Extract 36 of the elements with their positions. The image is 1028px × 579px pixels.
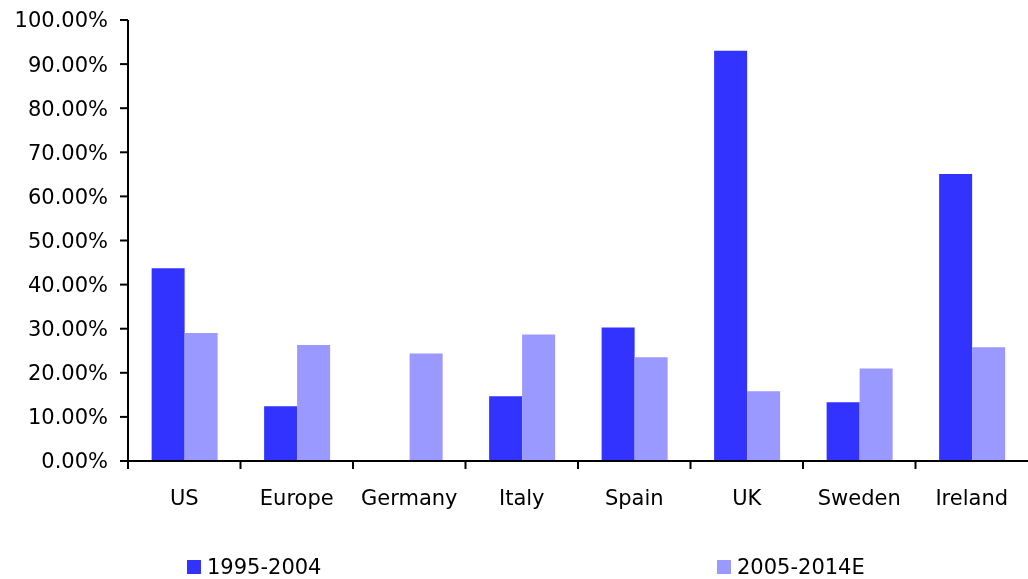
y-tick-label: 90.00% [27, 52, 108, 77]
y-tick-label: 20.00% [27, 361, 108, 386]
x-tick-label: Sweden [817, 486, 901, 510]
bar [826, 402, 860, 461]
y-tick-label: 40.00% [27, 273, 108, 298]
x-tick-label: US [169, 486, 199, 510]
x-tick-label: Europe [259, 486, 334, 510]
y-tick-label: 50.00% [27, 228, 108, 253]
y-tick-label: 100.00% [14, 8, 108, 33]
bar [747, 391, 781, 461]
bar [151, 268, 185, 461]
bar [634, 357, 668, 461]
bar [939, 173, 973, 461]
y-tick-label: 10.00% [27, 405, 108, 430]
bar [409, 353, 443, 461]
x-tick-label: Spain [604, 486, 664, 510]
legend-label: 1995-2004 [207, 555, 322, 579]
x-tick-label: UK [732, 486, 763, 510]
bar [264, 406, 298, 461]
bar [972, 347, 1006, 461]
y-tick-label: 0.00% [41, 449, 108, 474]
y-tick-label: 70.00% [27, 140, 108, 165]
y-tick-label: 60.00% [27, 184, 108, 209]
bar [601, 327, 635, 461]
y-tick-label: 80.00% [27, 96, 108, 121]
x-tick-label: Ireland [935, 486, 1009, 510]
bar [184, 333, 218, 461]
bar [859, 368, 893, 461]
bar [714, 50, 748, 461]
x-tick-label: Italy [498, 486, 545, 510]
y-tick-label: 30.00% [27, 317, 108, 342]
legend-label: 2005-2014E [737, 555, 865, 579]
bar [489, 396, 523, 461]
x-tick-label: Germany [360, 486, 458, 510]
bar [522, 334, 556, 461]
bar [297, 345, 331, 461]
